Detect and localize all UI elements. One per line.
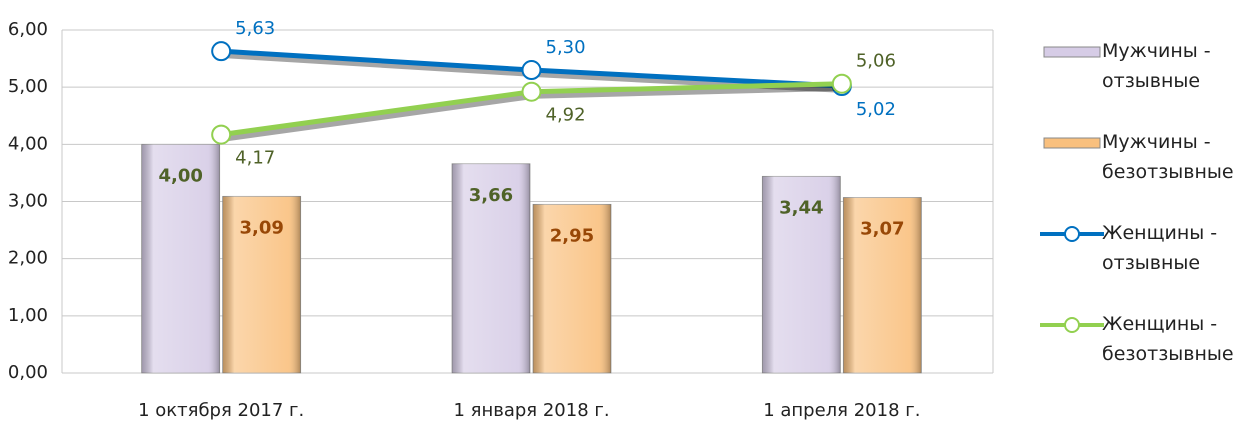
y-tick-label: 2,00 (8, 248, 48, 269)
bar-value-label: 3,07 (860, 218, 904, 239)
legend-item: Мужчины - отзывные (1040, 36, 1250, 106)
legend-label: Мужчины - отзывные (1102, 40, 1211, 92)
bar-sheen (533, 204, 611, 373)
legend-bar (1043, 137, 1101, 149)
line-marker (831, 73, 852, 94)
legend-label: Женщины - безотзывные (1102, 313, 1234, 365)
legend-marker (1064, 317, 1080, 333)
x-tick-label: 1 января 2018 г. (453, 400, 609, 421)
y-tick-label: 1,00 (8, 305, 48, 326)
bar-sheen (762, 176, 841, 373)
bar-sheen (141, 144, 220, 373)
x-tick-label: 1 октября 2017 г. (138, 400, 304, 421)
x-tick-label: 1 апреля 2018 г. (763, 400, 920, 421)
line-marker (521, 60, 542, 81)
y-tick-label: 6,00 (8, 19, 48, 40)
y-tick-label: 3,00 (8, 191, 48, 212)
bar-value-label: 2,95 (550, 225, 594, 246)
legend-bar (1043, 46, 1101, 58)
line-value-label: 5,06 (856, 51, 896, 72)
y-tick-label: 5,00 (8, 76, 48, 97)
bar-sheen (843, 197, 922, 373)
bar-value-label: 3,09 (239, 217, 283, 238)
bar-value-label: 3,44 (779, 197, 823, 218)
legend-label: Мужчины - безотзывные (1102, 131, 1234, 183)
line-marker (211, 41, 232, 62)
legend-item: Мужчины - безотзывные (1040, 127, 1250, 197)
legend-swatch (1040, 226, 1104, 242)
legend-swatch (1043, 46, 1101, 58)
legend-swatch (1043, 137, 1101, 149)
legend-item: Женщины - отзывные (1040, 218, 1250, 288)
line-marker (211, 124, 232, 145)
line-value-label: 5,02 (856, 99, 896, 120)
line-value-label: 4,92 (546, 105, 586, 126)
line-value-label: 4,17 (235, 148, 275, 169)
bar-value-label: 3,66 (469, 185, 513, 206)
line-value-label: 5,63 (235, 18, 275, 39)
bar-sheen (222, 196, 301, 373)
legend-marker (1064, 226, 1080, 242)
legend-item: Женщины - безотзывные (1040, 309, 1250, 379)
bar-value-label: 4,00 (158, 165, 202, 186)
y-tick-label: 0,00 (8, 362, 48, 383)
bar-sheen (452, 163, 530, 373)
legend-label: Женщины - отзывные (1102, 222, 1218, 274)
legend-swatch (1040, 317, 1104, 333)
line-marker (521, 81, 542, 102)
y-tick-label: 4,00 (8, 133, 48, 154)
line-value-label: 5,30 (546, 37, 586, 58)
